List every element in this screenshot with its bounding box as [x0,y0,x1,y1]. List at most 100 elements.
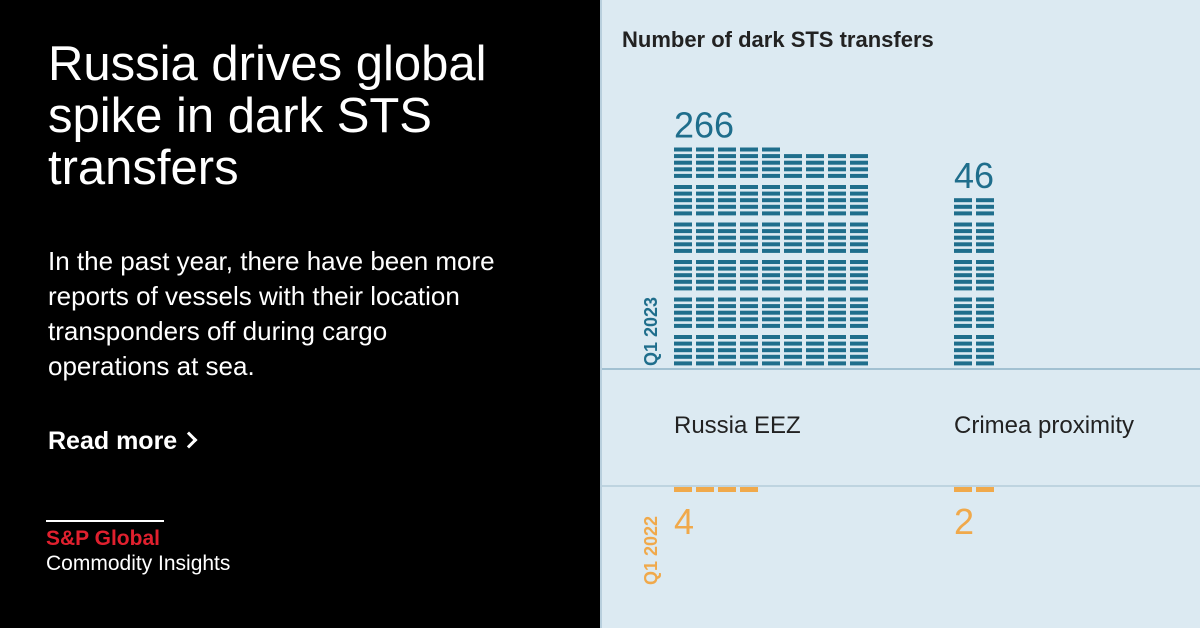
data-mark [784,273,802,278]
data-mark [674,235,692,240]
data-mark [696,317,714,322]
data-mark [762,173,780,178]
data-mark [850,354,868,359]
data-mark [696,211,714,216]
data-mark [806,173,824,178]
data-label: 2 [954,501,974,542]
data-mark [806,229,824,234]
data-label: 266 [674,105,734,146]
data-mark [718,304,736,309]
data-mark [762,229,780,234]
data-mark [762,211,780,216]
data-mark [762,222,780,227]
data-mark [718,279,736,284]
data-mark [762,204,780,209]
data-mark [762,147,780,152]
data-mark [850,260,868,264]
data-mark [696,279,714,284]
data-mark [976,222,994,227]
data-mark [954,229,972,234]
data-mark [718,222,736,227]
data-mark [828,286,846,291]
data-mark [954,198,972,203]
data-mark [740,173,758,178]
data-mark [740,286,758,291]
data-mark [740,348,758,353]
data-mark [954,204,972,209]
data-mark [674,229,692,234]
data-mark [828,229,846,234]
series-label: Q1 2022 [641,516,661,585]
data-mark [674,286,692,291]
data-mark [674,323,692,328]
data-mark [976,242,994,247]
data-mark [828,222,846,227]
data-mark [828,204,846,209]
data-mark [718,185,736,189]
data-mark [784,211,802,216]
read-more-link[interactable]: Read more [48,427,198,456]
data-mark [828,154,846,159]
data-mark [828,273,846,278]
data-mark [718,235,736,240]
data-mark [696,361,714,366]
data-mark [850,348,868,353]
data-mark [718,266,736,271]
data-mark [806,310,824,315]
data-mark [976,297,994,302]
data-mark [718,317,736,322]
data-mark [696,154,714,159]
body-text: In the past year, there have been more r… [48,246,495,381]
data-mark [784,185,802,189]
data-mark [718,147,736,152]
data-mark [806,361,824,366]
data-mark [674,304,692,309]
data-mark [806,297,824,302]
data-mark [850,154,868,159]
data-mark [828,279,846,284]
data-mark [954,211,972,216]
data-mark [718,242,736,247]
data-mark [954,487,972,492]
data-mark [850,191,868,196]
data-mark [718,361,736,366]
data-mark [718,273,736,278]
data-mark [976,354,994,359]
data-mark [954,242,972,247]
data-mark [696,487,714,492]
data-mark [674,348,692,353]
data-mark [696,273,714,278]
data-mark [828,361,846,366]
data-mark [762,273,780,278]
data-mark [762,279,780,284]
data-mark [784,173,802,178]
data-mark [850,167,868,172]
data-mark [954,361,972,366]
data-mark [806,185,824,189]
data-mark [762,335,780,339]
data-mark [828,335,846,339]
data-mark [828,304,846,309]
data-mark [762,323,780,328]
data-mark [762,341,780,346]
data-mark [674,211,692,216]
data-mark [828,323,846,328]
data-mark [740,260,758,264]
data-mark [806,266,824,271]
data-mark [806,198,824,203]
data-mark [828,341,846,346]
chart: Q1 2023 Q1 2022 266 4 Russia EEZ 46 2 Crimea pr… [602,105,1200,585]
category-label: Russia EEZ [674,412,801,439]
data-mark [696,354,714,359]
data-mark [696,323,714,328]
data-mark [718,173,736,178]
data-mark [740,198,758,203]
data-mark [954,266,972,271]
data-mark [850,204,868,209]
data-mark [718,248,736,253]
data-mark [850,297,868,302]
data-mark [976,279,994,284]
data-mark [740,147,758,152]
data-mark [762,260,780,264]
data-mark [718,354,736,359]
